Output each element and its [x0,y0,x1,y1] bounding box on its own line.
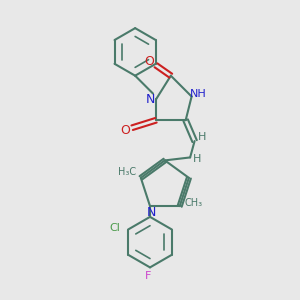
Text: CH₃: CH₃ [184,198,202,208]
Text: Cl: Cl [109,223,120,233]
Text: H₃C: H₃C [118,167,136,177]
Text: O: O [121,124,130,137]
Text: O: O [145,55,154,68]
Text: F: F [145,271,152,281]
Text: H: H [198,132,206,142]
Text: NH: NH [190,89,206,99]
Text: N: N [146,93,155,106]
Text: N: N [147,206,156,219]
Text: H: H [194,154,202,164]
